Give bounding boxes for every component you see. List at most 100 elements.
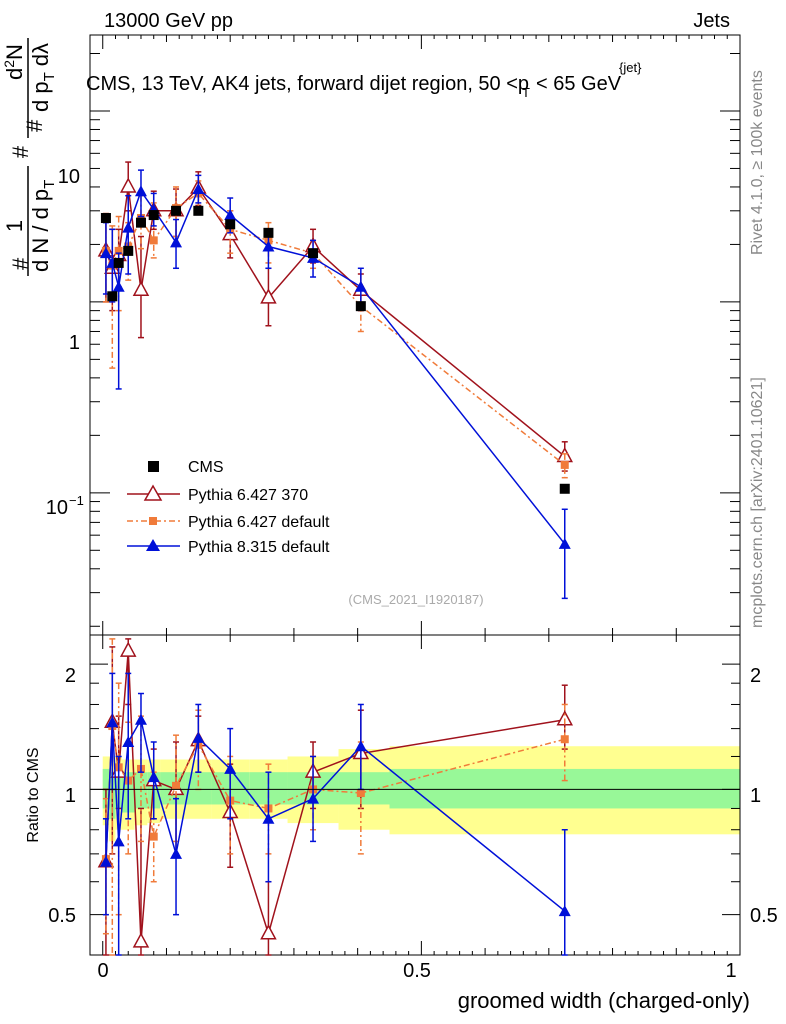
cms-point (308, 248, 319, 259)
y-tick-1: 1 (69, 332, 80, 354)
y-axis-label-bottom: Ratio to CMS (25, 747, 42, 842)
series-1-line (105, 186, 566, 458)
cms-point (107, 291, 118, 302)
series-3-point (558, 537, 571, 549)
band-green (338, 772, 390, 805)
ylabel-hash2: # (8, 145, 33, 158)
series-3-point (122, 221, 135, 233)
legend-cms-label: CMS (188, 459, 224, 476)
cms-point (123, 245, 134, 256)
series-3-ratio-point (134, 713, 147, 725)
legend-py6-def-marker (149, 517, 157, 525)
legend-py8-def-label: Pythia 8.315 default (188, 539, 330, 556)
series-3-point (99, 247, 112, 259)
series-bottom (97, 638, 574, 956)
legend: CMS Pythia 6.427 370 Pythia 6.427 defaul… (127, 459, 330, 556)
cms-point (148, 210, 159, 221)
y-tick-left-1: 1 (65, 785, 76, 807)
y-tick-10: 10 (58, 166, 80, 188)
y-tick-right-1: 1 (750, 785, 761, 807)
series-3-ratio-point (307, 792, 320, 804)
ylabel-hash3: # (22, 119, 47, 132)
legend-cms-marker (148, 461, 159, 472)
series-1-ratio-point (132, 932, 150, 948)
series-3-point (192, 183, 205, 195)
y-tick-labels-bottom: 2 1 0.5 2 1 0.5 (48, 665, 778, 927)
cms-point (100, 213, 111, 224)
ylabel-one: 1 (2, 220, 27, 232)
series-top (97, 161, 574, 600)
series-2-line (105, 192, 566, 466)
x-tick-labels: 0 0.5 1 (97, 960, 736, 982)
cms-point (559, 483, 570, 494)
header-right: Jets (693, 10, 730, 32)
series-1-ratio-point (260, 924, 277, 940)
y-tick-labels-top: 10 1 10 −1 (46, 166, 84, 519)
series-3-point (170, 236, 183, 248)
series-2-ratio-point (149, 832, 158, 841)
y-tick-left-2: 2 (65, 665, 76, 687)
series-3-ratio-point (147, 771, 160, 783)
cms-point (135, 217, 146, 228)
ylabel-dpt: d pTdλ (28, 43, 58, 112)
x-tick-1: 1 (725, 960, 736, 982)
y-tick-left-0p5: 0.5 (48, 905, 76, 927)
series-3-ratio-point (558, 905, 571, 917)
band-green (185, 772, 212, 805)
series-1-point (119, 177, 137, 193)
series-3-ratio-point (224, 762, 237, 774)
cms-point (193, 205, 204, 216)
series-1-point (260, 288, 277, 304)
series-3-ratio-point (262, 812, 275, 824)
series-1-ratio-point (119, 641, 137, 657)
y-axis-label-top: # 1 d N / d pT # d2N # d pTdλ (1, 38, 58, 276)
y-tick-0p1-base: 10 (46, 497, 68, 519)
header-left: 13000 GeV pp (104, 10, 233, 32)
legend-py6-370-marker (143, 484, 163, 501)
x-tick-0: 0 (97, 960, 108, 982)
series-2-ratio-point (172, 781, 181, 790)
series-3-ratio-point (354, 740, 367, 752)
legend-py6-370-label: Pythia 6.427 370 (188, 487, 308, 504)
ylabel-dN: d N / d pT (28, 180, 58, 272)
series-3-point (134, 185, 147, 197)
cms-point (225, 219, 236, 230)
x-tick-0p5: 0.5 (403, 960, 431, 982)
series-2-point (560, 460, 569, 469)
cms-point (113, 257, 124, 268)
series-3-point (262, 240, 275, 252)
series-2-ratio-point (560, 735, 569, 744)
cms-point (171, 205, 182, 216)
series-3-point (224, 209, 237, 221)
series-1-ratio-point (556, 710, 574, 726)
y-tick-0p1-sup: −1 (69, 493, 84, 508)
chart-title-sup: {jet} (619, 60, 642, 75)
side-label-rivet: Rivet 4.1.0, ≥ 100k events (749, 70, 766, 255)
series-2-point (149, 236, 158, 245)
series-3-point (112, 280, 125, 292)
series-3-ratio-point (170, 847, 183, 859)
cms-point (355, 301, 366, 312)
y-tick-right-2: 2 (750, 665, 761, 687)
axis-ticks (90, 35, 741, 955)
ylabel-hash: # (8, 257, 33, 270)
series-3-ratio-point (122, 735, 135, 747)
y-tick-0p1: 10 (46, 497, 68, 519)
side-label-mcplots: mcplots.cern.ch [arXiv:2401.10621] (749, 377, 766, 628)
series-3-ratio-point (192, 731, 205, 743)
series-3-point (354, 280, 367, 292)
series-1-point (132, 280, 150, 297)
x-axis-label: groomed width (charged-only) (458, 988, 750, 1013)
chart-title: CMS, 13 TeV, AK4 jets, forward dijet reg… (86, 73, 622, 100)
series-2-ratio-point (356, 789, 365, 798)
series-2-point (114, 246, 123, 255)
series-3-ratio-point (99, 855, 112, 867)
bottom-frame (89, 634, 741, 956)
series-3-ratio-point (112, 835, 125, 847)
analysis-id: (CMS_2021_I1920187) (348, 592, 483, 607)
y-tick-right-0p5: 0.5 (750, 905, 778, 927)
ylabel-d2N: d2N (1, 44, 27, 80)
legend-py8-def-marker (146, 539, 160, 551)
legend-py6-def-label: Pythia 6.427 default (188, 514, 330, 531)
